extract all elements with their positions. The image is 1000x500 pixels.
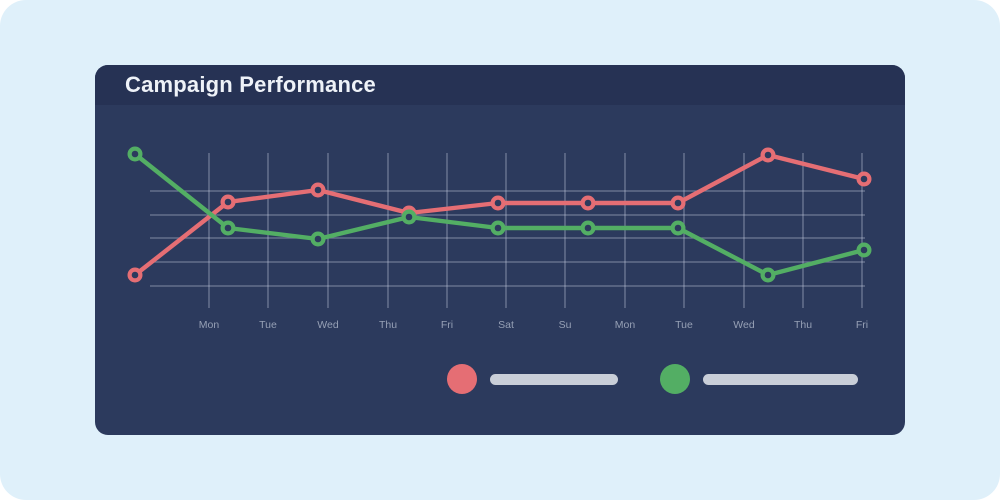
svg-text:Su: Su	[559, 319, 572, 331]
legend-coral-dot-icon[interactable]	[447, 364, 477, 394]
svg-text:Thu: Thu	[379, 319, 397, 331]
svg-text:Mon: Mon	[199, 319, 220, 331]
svg-text:Tue: Tue	[675, 319, 693, 331]
campaign-performance-card: Mon Tue Wed Thu Fri Sat Su Mon Tue Wed Thu Fri Camp…	[95, 65, 905, 435]
svg-text:Fri: Fri	[441, 319, 453, 331]
svg-text:Wed: Wed	[317, 319, 339, 331]
legend-green-dot-icon[interactable]	[660, 364, 690, 394]
svg-text:Mon: Mon	[615, 319, 636, 331]
legend-coral-label-placeholder[interactable]	[490, 374, 618, 385]
card-header: Campaign Performance	[95, 65, 905, 105]
svg-text:Wed: Wed	[733, 319, 755, 331]
line-chart: Mon Tue Wed Thu Fri Sat Su Mon Tue Wed Thu Fri	[127, 146, 872, 331]
svg-text:Fri: Fri	[856, 319, 868, 331]
legend-green-label-placeholder[interactable]	[703, 374, 858, 385]
svg-text:Sat: Sat	[498, 319, 514, 331]
page-title: Campaign Performance	[125, 72, 376, 97]
svg-text:Thu: Thu	[794, 319, 812, 331]
svg-text:Tue: Tue	[259, 319, 277, 331]
